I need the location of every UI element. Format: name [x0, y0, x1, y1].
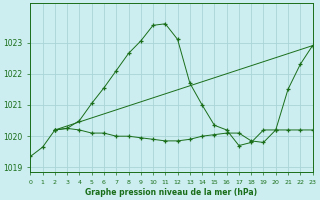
X-axis label: Graphe pression niveau de la mer (hPa): Graphe pression niveau de la mer (hPa) [85, 188, 258, 197]
